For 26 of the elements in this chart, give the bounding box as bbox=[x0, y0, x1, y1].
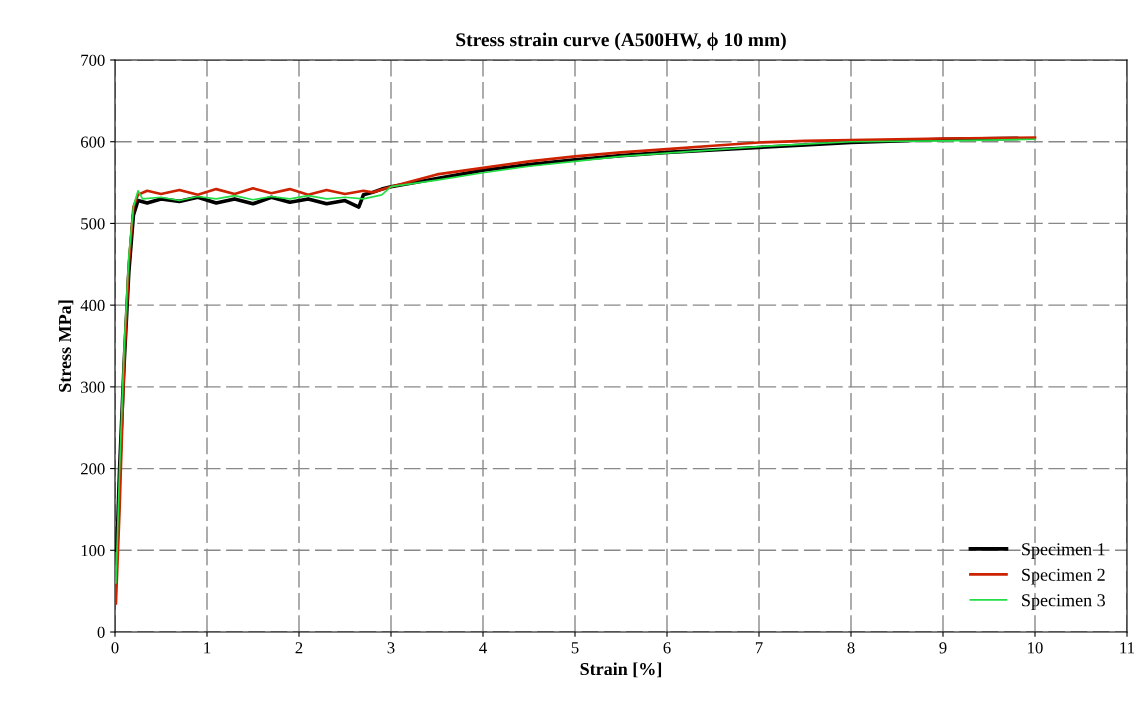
x-tick-label: 3 bbox=[387, 642, 395, 654]
chart-title: Stress strain curve (A500HW, ϕ 10 mm) bbox=[456, 32, 786, 51]
y-tick-label: 300 bbox=[81, 381, 105, 393]
y-axis-title: Stress MPa] bbox=[58, 300, 74, 392]
x-tick-label: 2 bbox=[295, 642, 303, 654]
x-tick-label: 8 bbox=[847, 642, 855, 654]
legend-label: Specimen 1 bbox=[1022, 543, 1105, 560]
y-tick-label: 100 bbox=[81, 544, 105, 557]
x-tick-label: 7 bbox=[755, 642, 763, 654]
x-axis-title: Strain [%] bbox=[580, 662, 662, 678]
y-tick-label: 200 bbox=[81, 463, 105, 475]
x-tick-label: 5 bbox=[571, 642, 579, 654]
legend-label: Specimen 2 bbox=[1022, 568, 1105, 585]
y-tick-label: 500 bbox=[81, 218, 105, 230]
x-tick-label: 6 bbox=[663, 642, 671, 654]
x-tick-label: 1 bbox=[204, 642, 211, 654]
legend-label: Specimen 3 bbox=[1022, 594, 1105, 611]
y-tick-label: 400 bbox=[80, 299, 105, 312]
x-tick-label: 4 bbox=[479, 642, 487, 654]
y-tick-label: 0 bbox=[97, 626, 105, 638]
x-tick-label: 9 bbox=[939, 642, 947, 654]
x-tick-label: 11 bbox=[1120, 642, 1135, 654]
x-tick-label: 10 bbox=[1028, 642, 1043, 654]
y-tick-label: 600 bbox=[80, 136, 105, 148]
x-tick-label: 0 bbox=[111, 642, 119, 654]
y-tick-label: 700 bbox=[81, 54, 105, 66]
